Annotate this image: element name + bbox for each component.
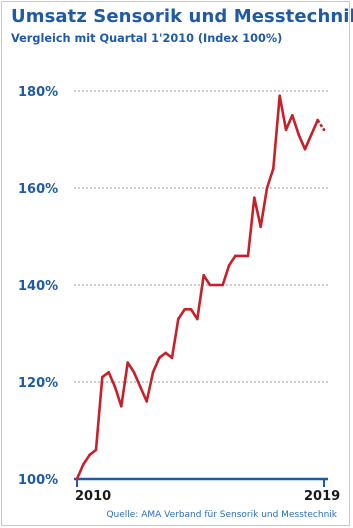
data-point-13	[158, 356, 161, 360]
data-point-39	[322, 128, 326, 132]
data-point-11	[145, 400, 148, 403]
data-point-2	[88, 453, 91, 457]
data-point-12	[151, 371, 155, 374]
x-tick-label-end: 2019	[304, 489, 340, 504]
data-point-14	[164, 351, 167, 355]
data-point-19	[196, 317, 199, 321]
y-tick-label-100: 100%	[18, 473, 58, 488]
data-point-3	[94, 448, 98, 452]
data-point-18	[189, 307, 193, 311]
data-point-8	[126, 361, 129, 364]
data-point-25	[234, 254, 237, 258]
data-point-27	[246, 254, 250, 258]
data-point-30	[265, 186, 269, 190]
data-point-0	[75, 477, 79, 481]
data-point-9	[132, 371, 136, 374]
data-point-16	[177, 317, 180, 321]
data-point-35	[297, 133, 300, 136]
data-point-37	[310, 133, 313, 136]
data-point-36	[303, 147, 307, 151]
series-line-forecast	[316, 119, 326, 131]
data-point-17	[183, 307, 186, 311]
data-point-32	[278, 94, 281, 98]
data-point-29	[259, 225, 262, 229]
x-tick-label-start: 2010	[75, 489, 111, 504]
chart-title: Umsatz Sensorik und Messtechnik	[11, 6, 353, 27]
source-note: Quelle: AMA Verband für Sensorik und Mes…	[106, 510, 337, 520]
data-point-10	[139, 385, 142, 389]
data-point-34	[291, 113, 294, 117]
data-point-28	[253, 196, 256, 199]
data-point-26	[240, 254, 243, 258]
data-point-33	[284, 128, 288, 132]
y-tick-label-140: 140%	[18, 279, 58, 294]
data-point-5	[107, 371, 110, 374]
data-point-31	[272, 167, 275, 170]
data-point-1	[82, 463, 85, 466]
data-point-20	[202, 274, 205, 277]
y-tick-label-120: 120%	[18, 376, 58, 391]
data-point-6	[113, 385, 117, 389]
data-point-22	[215, 283, 218, 287]
data-point-23	[221, 283, 224, 287]
data-point-24	[227, 264, 231, 267]
data-point-7	[120, 404, 123, 408]
data-point-4	[101, 375, 104, 379]
series-line	[75, 94, 319, 481]
y-tick-label-160: 160%	[18, 182, 58, 197]
data-point-38	[316, 118, 319, 122]
data-point-21	[208, 283, 212, 287]
chart-subtitle: Vergleich mit Quartal 1'2010 (Index 100%…	[11, 32, 283, 45]
data-point-15	[170, 356, 174, 360]
y-tick-label-180: 180%	[18, 85, 58, 100]
